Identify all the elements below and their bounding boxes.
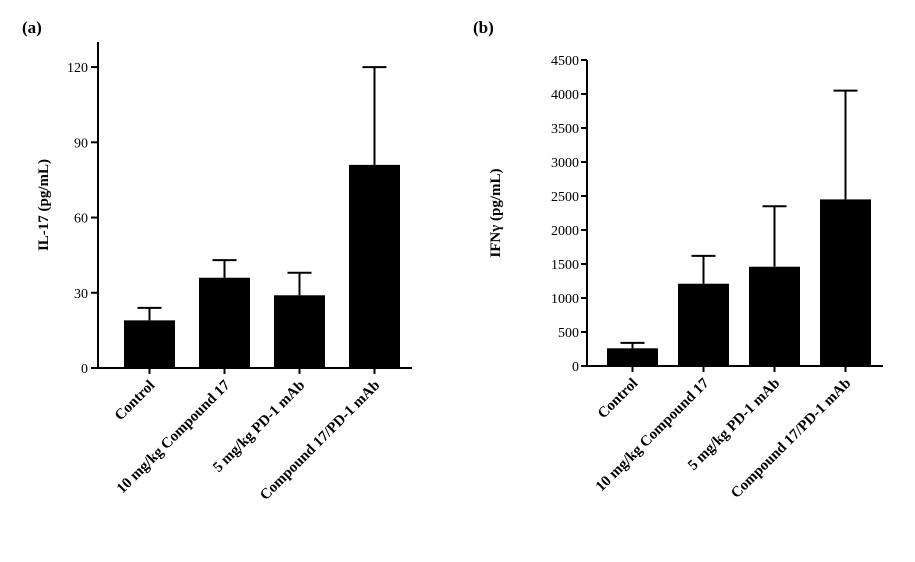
y-tick-label: 60 [74,212,88,227]
bar [199,277,250,368]
category-label: Compound 17/PD-1 mAb [728,376,854,502]
y-axis-title: IL-17 (pg/mL) [36,159,52,251]
y-tick-label: 2000 [551,224,579,239]
bar [820,199,871,366]
y-tick-label: 4500 [551,54,579,69]
y-tick-label: 3000 [551,156,579,171]
y-tick-label: 2500 [551,190,579,205]
bar [678,283,729,366]
category-label: Compound 17/PD-1 mAb [257,378,383,504]
panel-label: (a) [22,18,42,37]
y-axis-title: IFNγ (pg/mL) [488,168,504,257]
y-tick-label: 1500 [551,258,579,273]
panel-b-ifng-chart: (b) 0 500 1000 1500 2000 2500 3000 3500 4000 4500 I… [473,18,883,502]
panel-label: (b) [473,18,494,37]
y-tick-label: 90 [74,136,88,151]
y-tick-label: 1000 [551,292,579,307]
bar [274,295,325,368]
bar [349,164,400,368]
y-tick-label: 0 [81,362,88,377]
category-label: 10 mg/kg Compound 17 [593,375,713,495]
y-tick-label: 0 [572,360,579,375]
y-tick-label: 4000 [551,88,579,103]
category-label: Control [595,376,641,422]
y-tick-label: 500 [558,326,579,341]
category-label: Control [112,378,158,424]
bar [124,320,175,368]
y-tick-label: 30 [74,287,88,302]
bar [749,266,800,366]
bar [607,348,658,366]
y-tick-label: 120 [67,61,88,76]
y-tick-label: 3500 [551,122,579,137]
